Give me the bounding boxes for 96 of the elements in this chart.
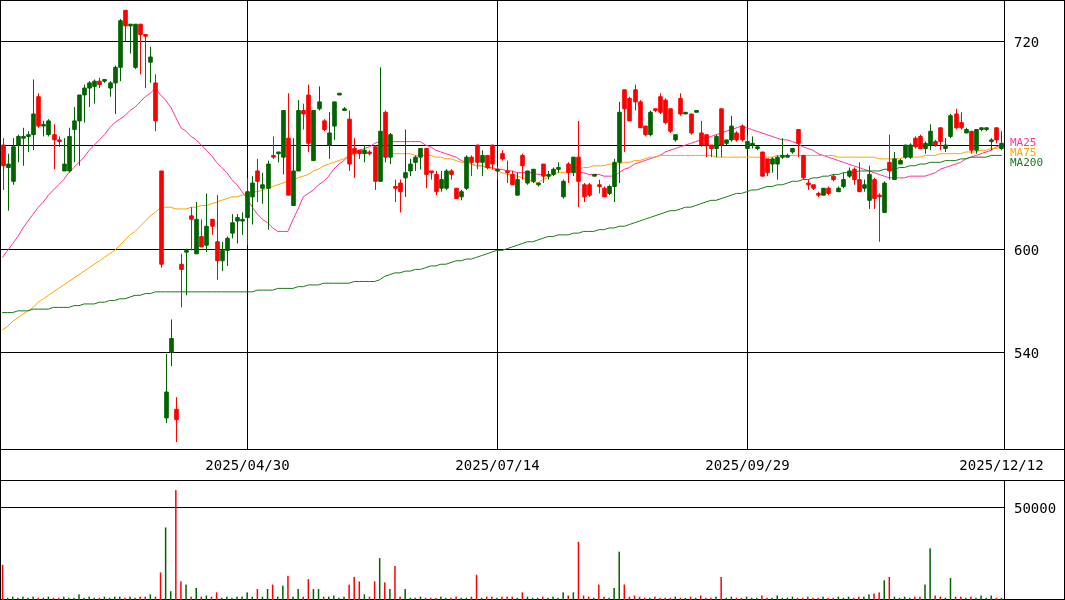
candlestick xyxy=(184,248,189,296)
candlestick xyxy=(948,113,953,139)
candlestick xyxy=(286,92,291,196)
candlestick xyxy=(678,92,683,117)
candlestick xyxy=(189,206,194,251)
candlestick xyxy=(790,148,795,155)
x-tick-label: 2025/12/12 xyxy=(959,457,1044,473)
candlestick xyxy=(408,158,413,177)
candlestick xyxy=(571,156,576,177)
candlestick xyxy=(943,137,948,153)
candlestick xyxy=(332,101,337,141)
candlestick xyxy=(796,129,801,158)
candlestick xyxy=(597,179,602,194)
candlestick xyxy=(592,173,597,177)
candlestick xyxy=(174,396,179,443)
candlestick xyxy=(454,187,459,200)
candlestick xyxy=(689,113,694,136)
candlestick xyxy=(847,167,852,179)
candlestick xyxy=(719,108,724,158)
candlestick xyxy=(561,179,566,200)
candlestick xyxy=(602,186,607,198)
series-label: MA25 xyxy=(1010,136,1037,149)
candlestick xyxy=(576,120,581,208)
candlestick xyxy=(505,160,510,184)
candlestick xyxy=(342,106,347,112)
candlestick xyxy=(169,318,174,367)
candlestick xyxy=(882,180,887,213)
candlestick xyxy=(434,170,439,196)
candlestick xyxy=(994,127,999,144)
candlestick xyxy=(311,110,316,162)
candlestick xyxy=(841,172,846,189)
candlestick xyxy=(378,66,383,182)
candlestick xyxy=(1,137,6,191)
candlestick xyxy=(153,73,158,132)
candlestick xyxy=(826,186,831,196)
candlestick xyxy=(255,158,260,203)
candlestick xyxy=(520,153,525,181)
candlestick xyxy=(495,165,500,181)
candlestick xyxy=(97,77,102,89)
candlestick xyxy=(194,201,199,255)
candlestick xyxy=(449,168,454,181)
candlestick xyxy=(210,218,215,236)
candlestick xyxy=(755,146,760,151)
y-tick-label: 720 xyxy=(1014,33,1040,50)
x-tick-label: 2025/07/14 xyxy=(455,457,540,473)
candlestick xyxy=(831,173,836,182)
candlestick xyxy=(816,191,821,198)
candlestick xyxy=(694,110,699,113)
candlestick xyxy=(179,253,184,308)
candlestick xyxy=(199,218,204,248)
candlestick xyxy=(999,130,1004,151)
series-label: MA200 xyxy=(1010,156,1044,169)
candlestick xyxy=(500,149,505,162)
y-tick-label: 50000 xyxy=(1014,499,1057,516)
candlestick xyxy=(102,78,107,84)
candlestick xyxy=(989,137,994,151)
candlestick xyxy=(673,134,678,143)
x-tick-label: 2025/04/30 xyxy=(205,457,290,473)
y-tick-label: 600 xyxy=(1014,241,1040,258)
candlestick xyxy=(383,110,388,163)
candlestick xyxy=(836,186,841,193)
candlestick xyxy=(322,118,327,132)
candlestick xyxy=(337,92,342,96)
candlestick xyxy=(480,149,485,177)
candlestick xyxy=(388,132,393,165)
candlestick xyxy=(510,170,515,186)
candlestick xyxy=(969,130,974,155)
candlestick xyxy=(230,213,235,239)
candlestick xyxy=(403,129,408,198)
candlestick xyxy=(36,92,41,129)
y-tick-label: 540 xyxy=(1014,344,1040,361)
candlestick xyxy=(714,134,719,158)
candlestick xyxy=(964,127,969,134)
candlestick xyxy=(327,111,332,160)
candlestick xyxy=(271,135,276,160)
candlestick xyxy=(801,154,806,181)
series-label: MA75 xyxy=(1010,146,1037,159)
candlestick xyxy=(683,111,688,115)
candlestick xyxy=(464,154,469,191)
candlestick xyxy=(204,192,209,253)
x-tick-label: 2025/09/29 xyxy=(705,457,790,473)
candlestick xyxy=(123,9,128,42)
candlestick xyxy=(515,172,520,196)
candlestick xyxy=(362,144,367,163)
candlestick xyxy=(317,85,322,112)
candlestick xyxy=(215,194,220,281)
candlestick xyxy=(459,189,464,201)
candlestick xyxy=(821,187,826,196)
candlestick xyxy=(541,163,546,184)
candlestick xyxy=(566,161,571,184)
candlestick xyxy=(148,46,153,84)
candlestick xyxy=(159,170,164,269)
candlestick xyxy=(887,134,892,181)
candlestick xyxy=(164,353,169,424)
candlestick xyxy=(648,110,653,137)
candlestick xyxy=(536,182,541,188)
